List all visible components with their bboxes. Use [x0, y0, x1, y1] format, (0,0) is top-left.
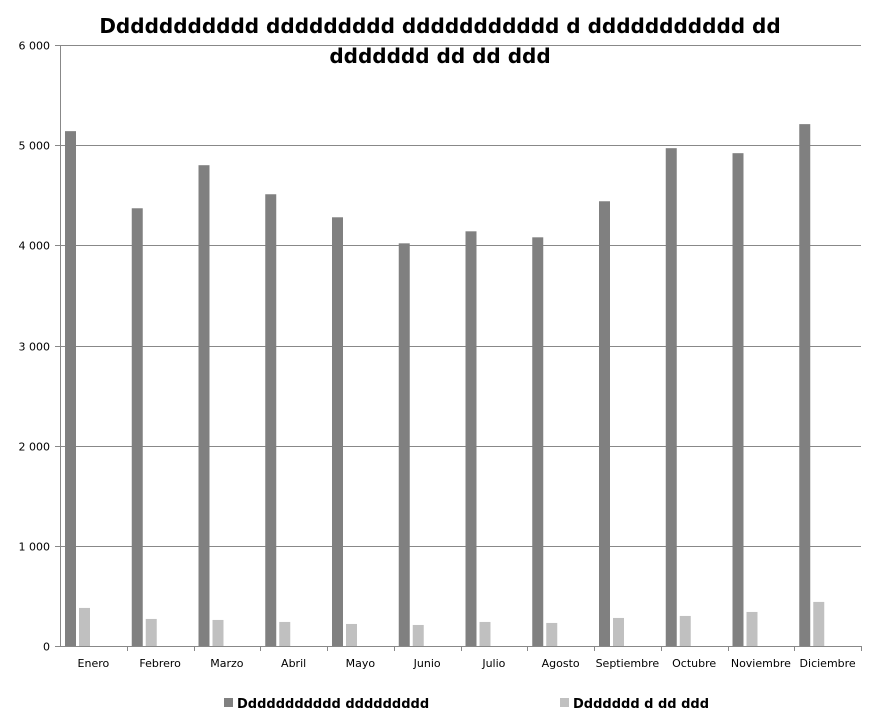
x-tick-label-agosto: Agosto: [542, 657, 580, 670]
bar-series-1-noviembre: [732, 153, 744, 646]
legend-label-series-1: Ddddddddddd ddddddddd: [237, 697, 429, 712]
bar-series-1-julio: [465, 231, 477, 646]
x-tick-label-enero: Enero: [78, 657, 110, 670]
bar-series-2-septiembre: [613, 617, 624, 646]
bar-series-2-mayo: [346, 623, 357, 646]
bar-series-1-diciembre: [799, 124, 811, 647]
bar-series-2-febrero: [145, 618, 157, 646]
y-tick-label-0: 0: [43, 641, 50, 654]
x-axis-ticks: Enero Febrero Marzo Abril Mayo Junio Julio Agos…: [78, 646, 862, 670]
axes: [60, 45, 861, 647]
bar-series-2-diciembre: [813, 601, 825, 646]
x-tick-label-noviembre: Noviembre: [731, 657, 791, 670]
bar-series-2-junio: [412, 624, 424, 646]
x-tick-label-diciembre: Diciembre: [800, 657, 856, 670]
legend-swatch-series-1: [224, 698, 233, 707]
y-tick-label-5: 5 000: [19, 140, 51, 153]
y-tick-label-2: 2 000: [19, 441, 51, 454]
bar-series-2-abril: [279, 621, 291, 646]
y-tick-label-1: 1 000: [19, 541, 51, 554]
y-tick-label-6: 6 000: [19, 40, 51, 53]
bar-series-2-julio: [479, 621, 491, 646]
x-tick-label-octubre: Octubre: [672, 657, 716, 670]
x-tick-label-julio: Julio: [481, 657, 505, 670]
legend-swatch-series-2: [560, 698, 569, 707]
legend-label-series-2: Ddddddd d dd ddd: [573, 697, 709, 712]
x-tick-label-abril: Abril: [281, 657, 306, 670]
bar-series-1-febrero: [131, 208, 143, 646]
bars: [65, 124, 825, 647]
chart-title-line-1: Ddddddddddd ddddddddd ddddddddddd d dddd…: [99, 14, 780, 38]
bar-series-1-septiembre: [599, 201, 610, 646]
bar-series-2-octubre: [679, 615, 691, 646]
y-tick-label-3: 3 000: [19, 341, 51, 354]
bar-series-1-marzo: [198, 165, 210, 646]
x-tick-label-junio: Junio: [413, 657, 441, 670]
x-tick-label-febrero: Febrero: [139, 657, 181, 670]
bar-series-1-agosto: [532, 237, 544, 646]
bar-series-1-mayo: [332, 217, 343, 646]
bar-series-1-junio: [398, 243, 410, 646]
y-axis-ticks: 0 1 000 2 000 3 000 4 000 5 000 6 000: [19, 40, 60, 654]
x-tick-label-marzo: Marzo: [210, 657, 244, 670]
bar-series-2-noviembre: [746, 611, 758, 646]
y-tick-label-4: 4 000: [19, 240, 51, 253]
bar-series-1-enero: [65, 131, 76, 647]
chart-title-line-2: ddddddd dd dd ddd: [329, 44, 550, 68]
x-tick-label-mayo: Mayo: [346, 657, 376, 670]
bar-series-1-abril: [265, 194, 277, 646]
bar-series-2-agosto: [546, 622, 558, 646]
bar-series-2-enero: [79, 607, 90, 646]
gridlines: [60, 45, 861, 547]
x-tick-label-septiembre: Septiembre: [596, 657, 660, 670]
bar-series-1-octubre: [665, 148, 677, 646]
bar-series-2-marzo: [212, 619, 224, 646]
legend: Ddddddddddd ddddddddd Ddddddd d dd ddd: [224, 697, 709, 712]
